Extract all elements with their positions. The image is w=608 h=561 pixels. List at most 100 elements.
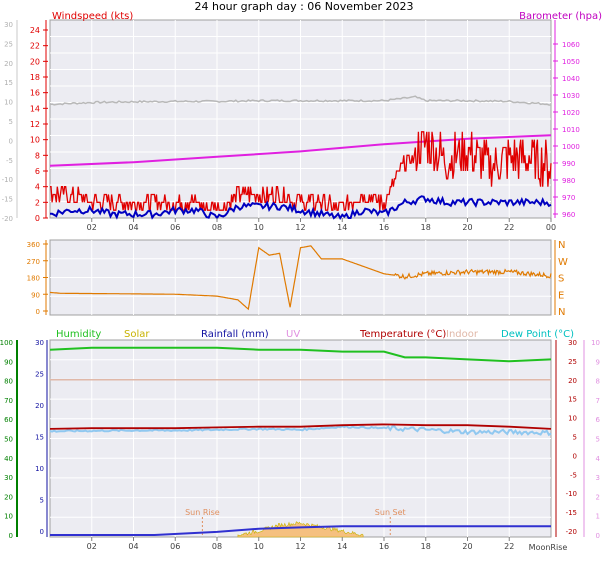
multi-panel-xtick-label: 18 — [421, 542, 431, 551]
direction-tick: 180 — [27, 275, 40, 283]
rain-tick: 0 — [40, 528, 44, 536]
windspeed-axis-label: Windspeed (kts) — [52, 11, 133, 22]
gray-axis-tick: -5 — [6, 157, 13, 165]
barometer-axis-label: Barometer (hpa) — [519, 11, 602, 22]
windspeed-tick: 2 — [35, 198, 40, 207]
uv-tick: 9 — [596, 358, 600, 366]
wind-panel-xtick-label: 10 — [254, 223, 264, 232]
gray-axis-tick: 0 — [9, 137, 13, 145]
solar-area — [237, 521, 364, 538]
uv-label: UV — [286, 329, 300, 340]
baro-tick: 960 — [562, 211, 575, 219]
temperature-tick: 25 — [568, 358, 577, 366]
humidity-tick: 100 — [0, 339, 13, 347]
humidity-tick: 80 — [4, 378, 13, 386]
uv-tick: 2 — [596, 493, 600, 501]
temperature-tick: 20 — [568, 377, 577, 385]
temperature-line — [49, 423, 552, 430]
baro-tick: 1030 — [562, 92, 580, 100]
barometer-line — [49, 134, 552, 167]
direction-tick: 90 — [31, 291, 40, 299]
baro-tick: 1050 — [562, 58, 580, 66]
humidity-tick: 0 — [9, 532, 13, 540]
rainfall-line — [50, 525, 551, 536]
compass-label: W — [558, 257, 568, 268]
wind-panel-xtick-label: 12 — [295, 223, 305, 232]
wind-panel-xtick-label: 08 — [212, 223, 222, 232]
temperature-tick: 30 — [568, 339, 577, 347]
humidity-tick: 40 — [4, 455, 13, 463]
direction-tick: 270 — [27, 258, 40, 266]
gray-axis-tick: -10 — [2, 176, 13, 184]
sunrise-label: Sun Rise — [185, 508, 220, 517]
humidity-tick: 60 — [4, 416, 13, 424]
uv-tick: 6 — [596, 416, 601, 424]
direction-tick: 360 — [27, 241, 40, 249]
baro-tick: 1020 — [562, 109, 580, 117]
gray-axis-tick: 30 — [4, 21, 13, 29]
wind-panel-xtick-label: 04 — [128, 223, 138, 232]
compass-label: E — [558, 290, 564, 301]
windspeed-tick: 16 — [30, 89, 40, 98]
wind-panel-xtick-label: 20 — [462, 223, 472, 232]
windspeed-tick: 24 — [30, 26, 40, 35]
moonrise-label: MoonRise — [529, 543, 568, 552]
gray-series-line — [49, 95, 551, 106]
rain-tick: 30 — [35, 339, 44, 347]
multi-panel-xtick-label: 16 — [379, 542, 389, 551]
gray-axis-tick: 20 — [4, 60, 13, 68]
windspeed-tick: 14 — [30, 104, 40, 113]
temperature-tick: 15 — [568, 396, 577, 404]
baro-tick: 970 — [562, 194, 575, 202]
uv-tick: 3 — [596, 474, 600, 482]
rain-tick: 15 — [35, 434, 44, 442]
direction-tick: 0 — [36, 308, 40, 316]
windspeed-tick: 18 — [30, 73, 40, 82]
multi-panel-xtick-label: 02 — [87, 542, 97, 551]
rainfall-label: Rainfall (mm) — [201, 329, 269, 340]
wind-panel-xtick-label: 00 — [546, 223, 556, 232]
compass-label: N — [558, 307, 565, 318]
temperature-tick: -20 — [566, 528, 577, 536]
windspeed-tick: 4 — [35, 183, 40, 192]
compass-label: N — [558, 240, 565, 251]
wind-gust-line — [50, 131, 552, 211]
wind-panel-xtick-label: 18 — [421, 223, 431, 232]
windspeed-tick: 12 — [30, 120, 40, 129]
baro-tick: 990 — [562, 160, 575, 168]
indoor-label: Indoor — [446, 329, 479, 340]
gray-axis-tick: 15 — [4, 79, 13, 87]
humidity-tick: 30 — [4, 474, 13, 482]
rain-tick: 20 — [35, 402, 44, 410]
temperature-tick: 10 — [568, 415, 577, 423]
dewpoint-label: Dew Point (°C) — [501, 329, 574, 340]
humidity-tick: 20 — [4, 493, 13, 501]
windspeed-tick: 8 — [35, 151, 40, 160]
humidity-tick: 50 — [4, 436, 13, 444]
gray-axis-tick: -15 — [2, 196, 13, 204]
uv-tick: 4 — [596, 455, 601, 463]
temperature-label: Temperature (°C) — [359, 329, 446, 340]
multi-panel-xtick-label: 08 — [212, 542, 222, 551]
multi-panel-xtick-label: 12 — [295, 542, 305, 551]
solar-label: Solar — [124, 329, 150, 340]
direction-line — [49, 245, 552, 311]
graph-title: 24 hour graph day : 06 November 2023 — [194, 0, 414, 13]
windspeed-tick: 0 — [35, 214, 40, 223]
multi-panel-xtick-label: 04 — [128, 542, 138, 551]
temperature-tick: 0 — [573, 452, 577, 460]
rain-tick: 25 — [35, 371, 44, 379]
humidity-tick: 10 — [4, 513, 13, 521]
gray-axis-tick: 25 — [4, 40, 13, 48]
wind-panel-xtick-label: 16 — [379, 223, 389, 232]
temperature-tick: 5 — [573, 434, 577, 442]
baro-tick: 1060 — [562, 41, 580, 49]
wind-panel-xtick-label: 22 — [504, 223, 514, 232]
uv-tick: 5 — [596, 436, 600, 444]
wind-average-line — [50, 195, 552, 221]
gray-axis-tick: 10 — [4, 99, 13, 107]
compass-label: S — [558, 274, 564, 285]
humidity-tick: 90 — [4, 358, 13, 366]
